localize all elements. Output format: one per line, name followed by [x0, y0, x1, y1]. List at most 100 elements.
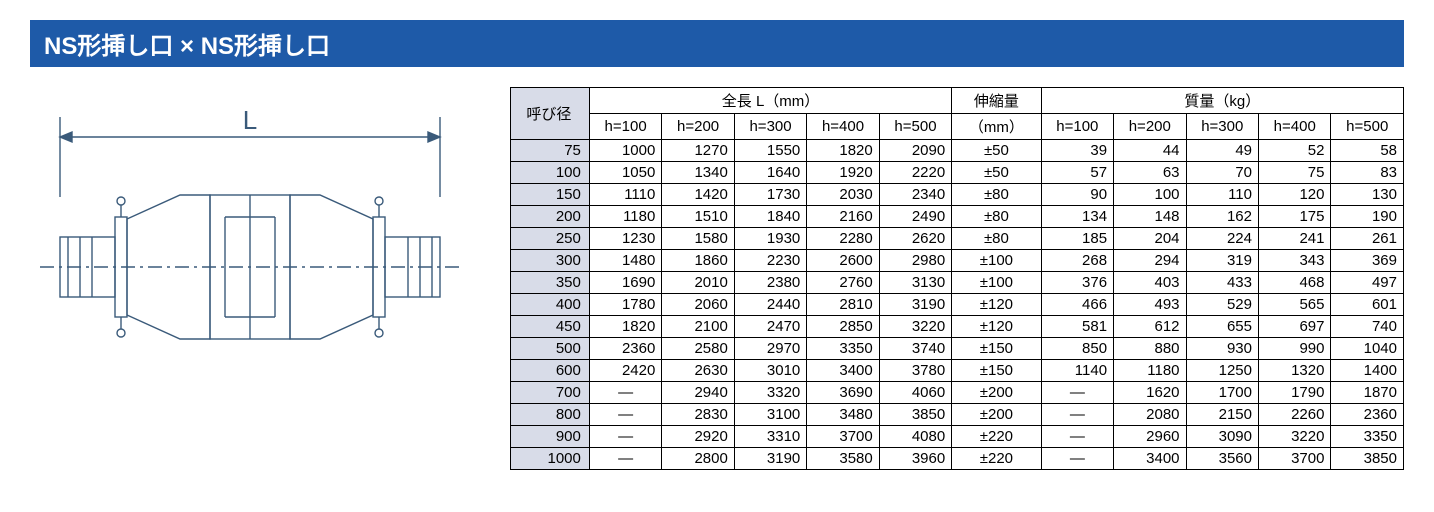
cell-dia: 250	[511, 228, 590, 250]
cell-mass: 3220	[1259, 426, 1331, 448]
cell-mass: 466	[1041, 294, 1113, 316]
spec-table-area: 呼び径 全長 L（mm） 伸縮量 質量（kg） h=100 h=200 h=30…	[510, 87, 1404, 470]
cell-length: 1920	[807, 162, 879, 184]
cell-mass: 175	[1259, 206, 1331, 228]
cell-length: 3690	[807, 382, 879, 404]
cell-length: 2850	[807, 316, 879, 338]
content-row: L	[30, 87, 1404, 470]
cell-mass: 1320	[1259, 360, 1331, 382]
cell-length: 2230	[734, 250, 806, 272]
cell-extension: ±200	[952, 404, 1041, 426]
cell-mass: 39	[1041, 140, 1113, 162]
cell-length: 2280	[807, 228, 879, 250]
cell-mass: —	[1041, 404, 1113, 426]
cell-mass: —	[1041, 382, 1113, 404]
cell-mass: 319	[1186, 250, 1258, 272]
cell-mass: 403	[1114, 272, 1186, 294]
cell-mass: 90	[1041, 184, 1113, 206]
cell-length: 2810	[807, 294, 879, 316]
table-row: 700—2940332036904060±200—162017001790187…	[511, 382, 1404, 404]
cell-length: 2060	[662, 294, 734, 316]
table-row: 30014801860223026002980±1002682943193433…	[511, 250, 1404, 272]
cell-length: 1340	[662, 162, 734, 184]
cell-length: 2940	[662, 382, 734, 404]
table-row: 7510001270155018202090±503944495258	[511, 140, 1404, 162]
cell-dia: 700	[511, 382, 590, 404]
cell-length: 3130	[879, 272, 951, 294]
cell-mass: 1790	[1259, 382, 1331, 404]
cell-length: 3100	[734, 404, 806, 426]
cell-mass: 3700	[1259, 448, 1331, 470]
cell-mass: —	[1041, 426, 1113, 448]
cell-mass: 697	[1259, 316, 1331, 338]
cell-mass: 3560	[1186, 448, 1258, 470]
cell-mass: 148	[1114, 206, 1186, 228]
cell-mass: 493	[1114, 294, 1186, 316]
cell-extension: ±100	[952, 250, 1041, 272]
cell-mass: 2150	[1186, 404, 1258, 426]
cell-mass: —	[1041, 448, 1113, 470]
cell-extension: ±80	[952, 184, 1041, 206]
cell-mass: 343	[1259, 250, 1331, 272]
hdr-mass-group: 質量（kg）	[1041, 88, 1403, 114]
cell-length: 2580	[662, 338, 734, 360]
cell-mass: 57	[1041, 162, 1113, 184]
table-row: 45018202100247028503220±1205816126556977…	[511, 316, 1404, 338]
cell-dia: 300	[511, 250, 590, 272]
cell-mass: 83	[1331, 162, 1404, 184]
cell-dia: 350	[511, 272, 590, 294]
cell-length: 2490	[879, 206, 951, 228]
cell-dia: 600	[511, 360, 590, 382]
cell-length: 4060	[879, 382, 951, 404]
cell-length: 1050	[589, 162, 661, 184]
cell-length: 3400	[807, 360, 879, 382]
hdr-L-3: h=400	[807, 114, 879, 140]
cell-length: —	[589, 448, 661, 470]
table-row: 35016902010238027603130±1003764034334684…	[511, 272, 1404, 294]
cell-length: 2920	[662, 426, 734, 448]
table-row: 50023602580297033503740±1508508809309901…	[511, 338, 1404, 360]
cell-length: 3580	[807, 448, 879, 470]
cell-length: 1110	[589, 184, 661, 206]
spec-table: 呼び径 全長 L（mm） 伸縮量 質量（kg） h=100 h=200 h=30…	[510, 87, 1404, 470]
cell-mass: 49	[1186, 140, 1258, 162]
cell-mass: 204	[1114, 228, 1186, 250]
cell-length: 1270	[662, 140, 734, 162]
cell-extension: ±220	[952, 448, 1041, 470]
cell-length: 1510	[662, 206, 734, 228]
cell-length: 3010	[734, 360, 806, 382]
cell-length: 1420	[662, 184, 734, 206]
table-row: 20011801510184021602490±8013414816217519…	[511, 206, 1404, 228]
cell-dia: 75	[511, 140, 590, 162]
cell-length: 3850	[879, 404, 951, 426]
cell-length: 1640	[734, 162, 806, 184]
cell-length: 3740	[879, 338, 951, 360]
cell-extension: ±150	[952, 360, 1041, 382]
cell-length: 2620	[879, 228, 951, 250]
cell-mass: 2260	[1259, 404, 1331, 426]
cell-length: —	[589, 426, 661, 448]
cell-length: 2380	[734, 272, 806, 294]
pipe-diagram: L	[30, 97, 470, 357]
cell-mass: 130	[1331, 184, 1404, 206]
cell-mass: 58	[1331, 140, 1404, 162]
cell-mass: 1250	[1186, 360, 1258, 382]
cell-length: 2030	[807, 184, 879, 206]
hdr-L-0: h=100	[589, 114, 661, 140]
table-row: 25012301580193022802620±8018520422424126…	[511, 228, 1404, 250]
cell-dia: 100	[511, 162, 590, 184]
cell-length: 3780	[879, 360, 951, 382]
cell-mass: 3350	[1331, 426, 1404, 448]
cell-length: 1690	[589, 272, 661, 294]
cell-length: 2800	[662, 448, 734, 470]
cell-length: 1820	[807, 140, 879, 162]
cell-length: 2010	[662, 272, 734, 294]
cell-mass: 190	[1331, 206, 1404, 228]
cell-mass: 990	[1259, 338, 1331, 360]
cell-mass: 1040	[1331, 338, 1404, 360]
cell-mass: 612	[1114, 316, 1186, 338]
cell-mass: 2960	[1114, 426, 1186, 448]
cell-length: 2220	[879, 162, 951, 184]
cell-mass: 261	[1331, 228, 1404, 250]
table-row: 900—2920331037004080±220—296030903220335…	[511, 426, 1404, 448]
